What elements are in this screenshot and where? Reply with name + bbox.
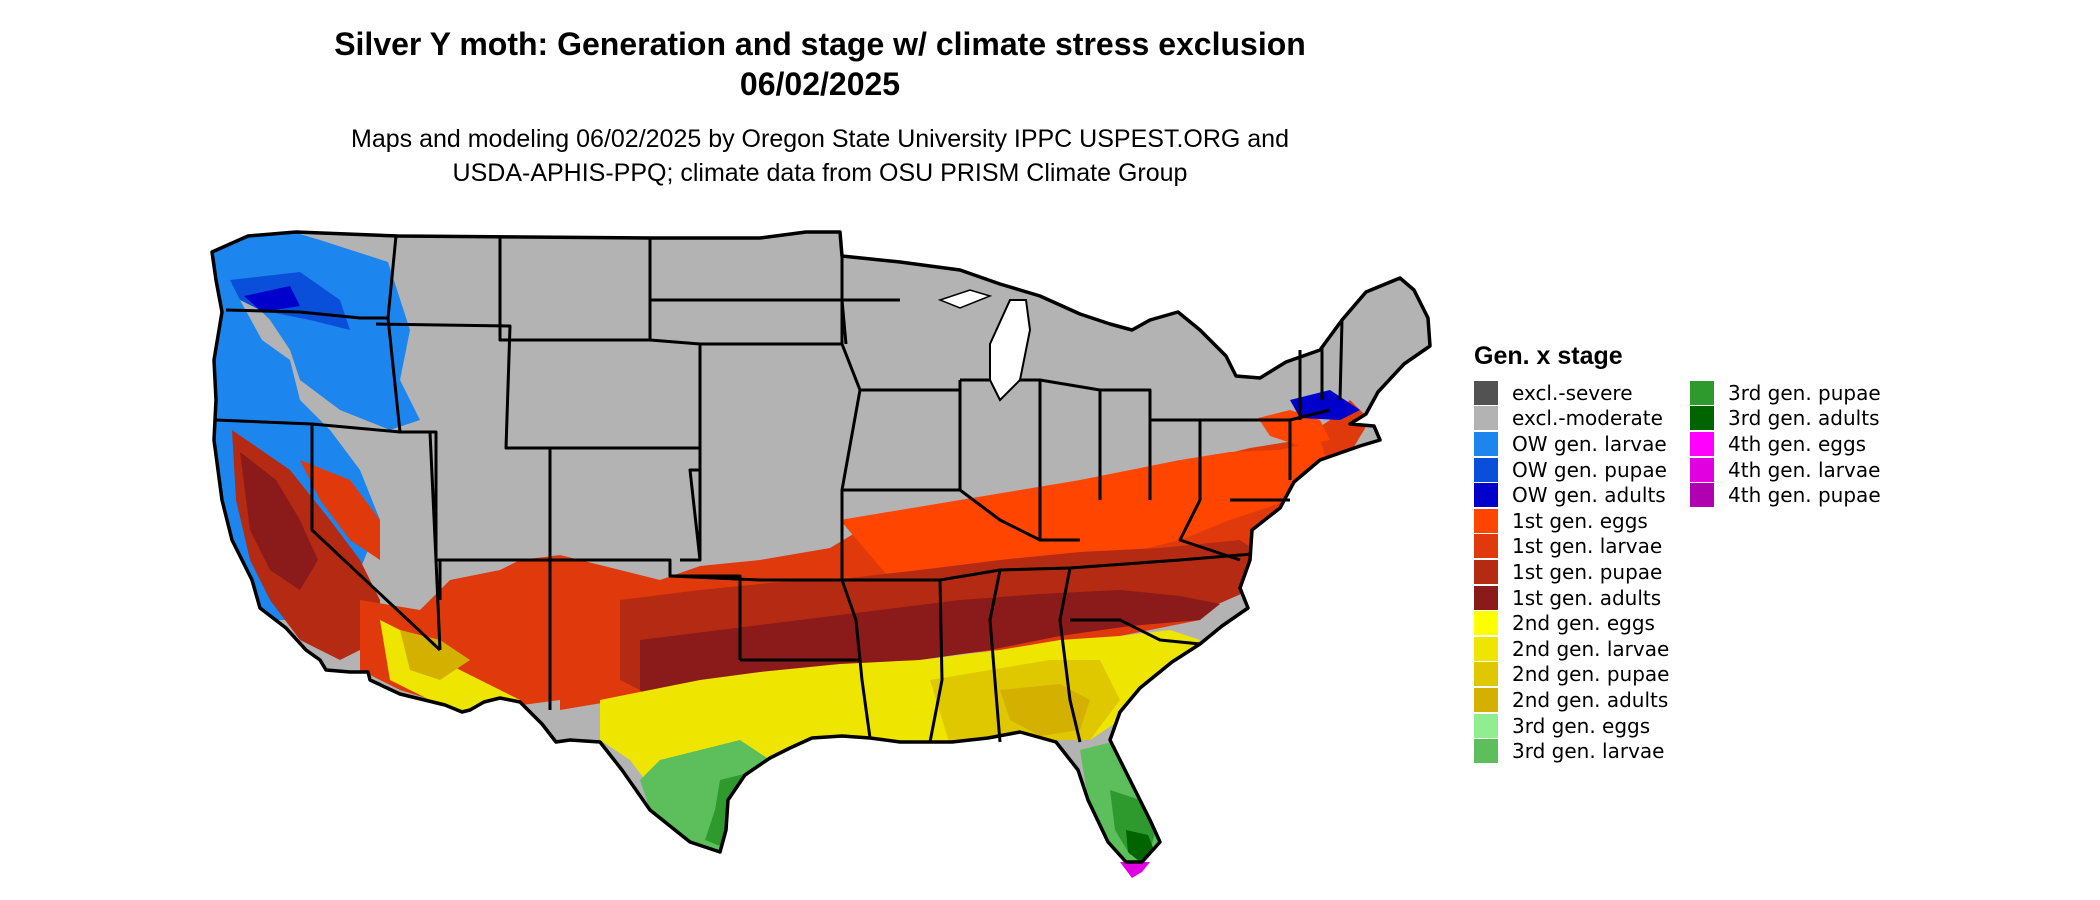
- legend-label: 3rd gen. larvae: [1512, 739, 1665, 764]
- legend-title: Gen. x stage: [1474, 342, 1623, 370]
- legend-item: OW gen. adults: [1474, 482, 1690, 508]
- zone-1st-larvae-ca: [300, 460, 380, 560]
- legend-item: 3rd gen. adults: [1690, 406, 1906, 432]
- zone-ow-adults-nw: [244, 286, 300, 312]
- legend-item: 3rd gen. eggs: [1474, 713, 1690, 739]
- zone-1st-eggs-band: [840, 440, 1330, 590]
- map-title: Silver Y moth: Generation and stage w/ c…: [310, 24, 1330, 104]
- legend-item: 4th gen. pupae: [1690, 482, 1906, 508]
- legend-label: 4th gen. larvae: [1728, 457, 1881, 482]
- legend-label: 4th gen. pupae: [1728, 483, 1881, 508]
- state-borders: [215, 235, 1344, 743]
- legend-label: 2nd gen. larvae: [1512, 636, 1670, 661]
- legend-swatch: [1474, 483, 1498, 508]
- legend-item: 1st gen. larvae: [1474, 534, 1690, 560]
- legend-label: excl.-moderate: [1512, 406, 1663, 431]
- legend-label: 2nd gen. adults: [1512, 687, 1669, 712]
- legend-swatch: [1474, 585, 1498, 610]
- legend-swatch: [1474, 713, 1498, 738]
- zone-3rd-larvae-tx: [640, 740, 770, 852]
- legend-item: 4th gen. larvae: [1690, 457, 1906, 483]
- legend-column-1: excl.-severe excl.-moderate OW gen. larvae…: [1474, 380, 1690, 764]
- lake-superior: [937, 289, 993, 309]
- legend-swatch: [1474, 611, 1498, 636]
- legend-item: 1st gen. pupae: [1474, 559, 1690, 585]
- legend-swatch: [1474, 559, 1498, 584]
- legend-label: 3rd gen. pupae: [1728, 380, 1881, 405]
- legend-swatch: [1474, 662, 1498, 687]
- legend-label: 2nd gen. pupae: [1512, 662, 1670, 687]
- zone-1st-adults-ca: [240, 452, 318, 590]
- lake-michigan: [989, 299, 1032, 402]
- legend-column-2: 3rd gen. pupae 3rd gen. adults 4th gen. eg…: [1690, 380, 1906, 764]
- legend-swatch: [1474, 457, 1498, 482]
- legend-item: 2nd gen. pupae: [1474, 662, 1690, 688]
- legend-label: excl.-severe: [1512, 380, 1633, 405]
- map-title-line1: Silver Y moth: Generation and stage w/ c…: [334, 26, 1306, 62]
- zone-2nd-adults-az: [400, 630, 470, 680]
- legend-label: OW gen. adults: [1512, 483, 1666, 508]
- legend-swatch: [1474, 508, 1498, 533]
- legend-label: 1st gen. eggs: [1512, 508, 1648, 533]
- legend-columns: excl.-severe excl.-moderate OW gen. larvae…: [1474, 380, 1906, 764]
- legend-item: 2nd gen. larvae: [1474, 636, 1690, 662]
- legend-label: 2nd gen. eggs: [1512, 611, 1655, 636]
- legend-label: 4th gen. eggs: [1728, 431, 1867, 456]
- map-subtitle-line1: Maps and modeling 06/02/2025 by Oregon S…: [351, 125, 1289, 153]
- legend-label: 1st gen. larvae: [1512, 534, 1663, 559]
- legend-swatch: [1474, 380, 1498, 405]
- legend-item: OW gen. larvae: [1474, 431, 1690, 457]
- conus-outline: [210, 230, 1432, 864]
- legend-swatch: [1474, 406, 1498, 431]
- legend-swatch: [1690, 483, 1714, 508]
- conus-map: [210, 230, 1432, 878]
- legend-item: OW gen. pupae: [1474, 457, 1690, 483]
- legend-item: 2nd gen. eggs: [1474, 610, 1690, 636]
- legend-label: 1st gen. adults: [1512, 585, 1662, 610]
- map-subtitle-line2: USDA-APHIS-PPQ; climate data from OSU PR…: [452, 159, 1188, 187]
- legend-swatch: [1474, 739, 1498, 764]
- zone-ow-adults-ne: [1290, 390, 1360, 420]
- legend-label: OW gen. pupae: [1512, 457, 1667, 482]
- legend-label: OW gen. larvae: [1512, 431, 1667, 456]
- map-subtitle: Maps and modeling 06/02/2025 by Oregon S…: [280, 122, 1360, 190]
- legend-swatch: [1474, 534, 1498, 559]
- legend-item: 4th gen. eggs: [1690, 431, 1906, 457]
- legend-label: 3rd gen. adults: [1728, 406, 1880, 431]
- legend-label: 3rd gen. eggs: [1512, 713, 1651, 738]
- legend-item: excl.-severe: [1474, 380, 1690, 406]
- legend-swatch: [1690, 380, 1714, 405]
- legend-label: 1st gen. pupae: [1512, 559, 1663, 584]
- legend-swatch: [1474, 636, 1498, 661]
- legend-swatch: [1474, 687, 1498, 712]
- zone-2nd-adults-se: [1000, 684, 1090, 736]
- legend-item: 1st gen. eggs: [1474, 508, 1690, 534]
- legend-item: 1st gen. adults: [1474, 585, 1690, 611]
- legend-item: 3rd gen. pupae: [1690, 380, 1906, 406]
- legend-swatch: [1690, 431, 1714, 456]
- legend-swatch: [1474, 431, 1498, 456]
- legend-item: 3rd gen. larvae: [1474, 738, 1690, 764]
- legend-item: excl.-moderate: [1474, 406, 1690, 432]
- legend-item: 2nd gen. adults: [1474, 687, 1690, 713]
- map-title-date: 06/02/2025: [739, 66, 901, 102]
- legend-swatch: [1690, 457, 1714, 482]
- zone-4th-larvae-keys: [1120, 862, 1150, 878]
- legend-swatch: [1690, 406, 1714, 431]
- legend: Gen. x stage excl.-severe excl.-moderate O…: [1474, 342, 1906, 764]
